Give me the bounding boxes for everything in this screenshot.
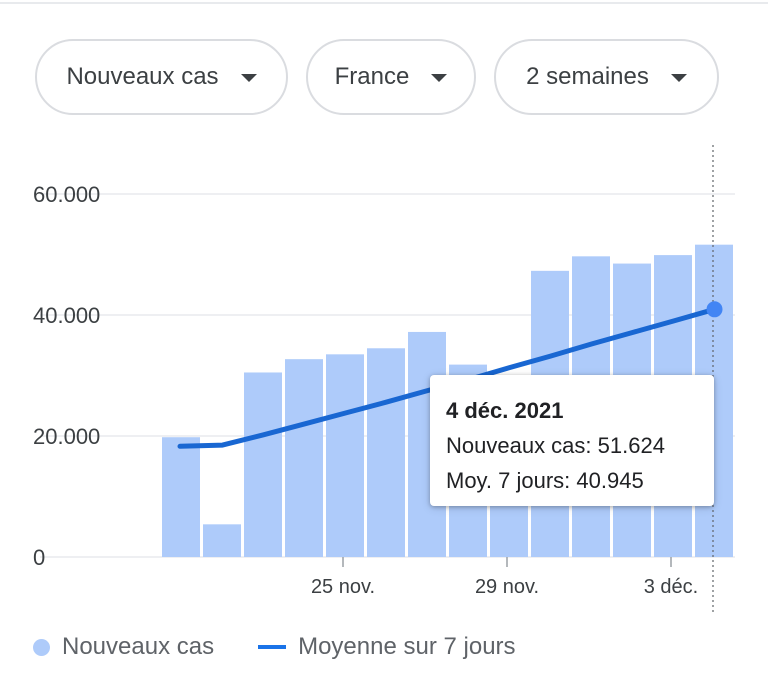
- metric-dropdown[interactable]: Nouveaux cas: [35, 39, 288, 115]
- period-dropdown[interactable]: 2 semaines: [494, 39, 719, 115]
- tooltip-date: 4 déc. 2021: [446, 398, 564, 423]
- bar: [244, 372, 282, 557]
- tooltip-average: Moy. 7 jours: 40.945: [446, 468, 644, 493]
- top-divider: [0, 2, 768, 4]
- legend-line-label: Moyenne sur 7 jours: [298, 633, 516, 660]
- chart-legend: Nouveaux cas Moyenne sur 7 jours: [33, 633, 516, 661]
- chart-tooltip: 4 déc. 2021 Nouveaux cas: 51.624 Moy. 7 …: [430, 375, 714, 506]
- x-tick-label: 3 déc.: [644, 576, 698, 598]
- chevron-down-icon: [431, 74, 448, 82]
- chevron-down-icon: [240, 74, 257, 82]
- filter-bar: Nouveaux cas France 2 semaines: [35, 39, 719, 115]
- location-dropdown[interactable]: France: [306, 39, 476, 115]
- chevron-down-icon: [670, 74, 687, 82]
- metric-dropdown-label: Nouveaux cas: [66, 63, 219, 90]
- bar: [367, 348, 405, 557]
- location-dropdown-label: France: [334, 63, 410, 90]
- x-tick-label: 29 nov.: [475, 576, 539, 598]
- period-dropdown-label: 2 semaines: [526, 63, 649, 90]
- x-tick-label: 25 nov.: [311, 576, 375, 598]
- y-tick-label: 60.000: [33, 182, 100, 207]
- y-tick-label: 20.000: [33, 424, 100, 449]
- bar: [162, 437, 200, 557]
- legend-bar-label: Nouveaux cas: [62, 633, 215, 660]
- bar: [326, 354, 364, 557]
- y-tick-label: 40.000: [33, 303, 100, 328]
- bar: [203, 524, 241, 557]
- legend-line-swatch: [258, 645, 287, 649]
- legend-bar-swatch: [33, 638, 50, 656]
- tooltip-cases: Nouveaux cas: 51.624: [446, 433, 665, 458]
- y-tick-label: 0: [33, 545, 45, 570]
- bar: [285, 359, 323, 557]
- hover-point: [706, 301, 723, 318]
